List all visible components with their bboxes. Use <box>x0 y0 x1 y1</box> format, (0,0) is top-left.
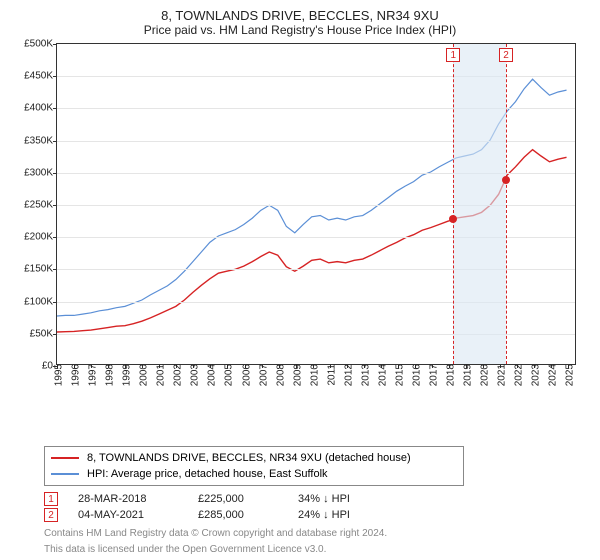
y-axis-label: £200K <box>15 232 57 243</box>
chart-title: 8, TOWNLANDS DRIVE, BECCLES, NR34 9XU <box>10 8 590 23</box>
x-axis-label: 2006 <box>237 364 252 386</box>
sale-vline <box>453 44 454 364</box>
x-axis-label: 1995 <box>50 364 65 386</box>
x-axis-label: 2005 <box>220 364 235 386</box>
x-axis-label: 2008 <box>271 364 286 386</box>
legend-swatch <box>51 473 79 475</box>
x-axis-label: 2012 <box>339 364 354 386</box>
y-axis-label: £50K <box>15 328 57 339</box>
legend-label: HPI: Average price, detached house, East… <box>87 466 328 482</box>
chart-area: £0£50K£100K£150K£200K£250K£300K£350K£400… <box>10 43 590 440</box>
x-axis-label: 2016 <box>408 364 423 386</box>
x-axis-label: 2024 <box>544 364 559 386</box>
x-axis-label: 2018 <box>442 364 457 386</box>
x-axis-label: 2015 <box>390 364 405 386</box>
sale-row: 2 04-MAY-2021 £285,000 24% ↓ HPI <box>44 508 590 522</box>
x-axis-label: 2019 <box>459 364 474 386</box>
x-axis-label: 1999 <box>118 364 133 386</box>
chart-subtitle: Price paid vs. HM Land Registry's House … <box>10 23 590 37</box>
legend: 8, TOWNLANDS DRIVE, BECCLES, NR34 9XU (d… <box>44 446 464 486</box>
x-axis-label: 2023 <box>527 364 542 386</box>
sale-pct: 34% ↓ HPI <box>298 493 388 505</box>
sale-row-marker: 2 <box>44 508 58 522</box>
y-axis-label: £250K <box>15 200 57 211</box>
x-axis-label: 2004 <box>203 364 218 386</box>
sale-date: 04-MAY-2021 <box>78 509 178 521</box>
x-axis-label: 1998 <box>101 364 116 386</box>
plot-region: £0£50K£100K£150K£200K£250K£300K£350K£400… <box>56 43 576 365</box>
x-axis-label: 2014 <box>373 364 388 386</box>
x-axis-label: 1996 <box>67 364 82 386</box>
x-axis-label: 2021 <box>493 364 508 386</box>
x-axis-label: 2025 <box>561 364 576 386</box>
y-axis-label: £300K <box>15 167 57 178</box>
y-axis-label: £400K <box>15 103 57 114</box>
sale-price: £285,000 <box>198 509 278 521</box>
sale-label-marker: 1 <box>446 48 460 62</box>
sale-vline <box>506 44 507 364</box>
x-axis-label: 2001 <box>152 364 167 386</box>
y-axis-label: £150K <box>15 264 57 275</box>
x-axis-label: 2010 <box>305 364 320 386</box>
y-axis-label: £450K <box>15 71 57 82</box>
sale-row-marker: 1 <box>44 492 58 506</box>
legend-entry: HPI: Average price, detached house, East… <box>51 466 457 482</box>
credit-line-1: Contains HM Land Registry data © Crown c… <box>44 528 590 540</box>
sale-date: 28-MAR-2018 <box>78 493 178 505</box>
x-axis-label: 2013 <box>356 364 371 386</box>
y-axis-label: £100K <box>15 296 57 307</box>
sale-row: 1 28-MAR-2018 £225,000 34% ↓ HPI <box>44 492 590 506</box>
sale-label-marker: 2 <box>499 48 513 62</box>
sale-price: £225,000 <box>198 493 278 505</box>
x-axis-label: 2017 <box>425 364 440 386</box>
y-axis-label: £500K <box>15 39 57 50</box>
sale-dot <box>449 215 457 223</box>
sale-rows: 1 28-MAR-2018 £225,000 34% ↓ HPI 2 04-MAY-202… <box>10 490 590 524</box>
x-axis-label: 2009 <box>288 364 303 386</box>
y-axis-label: £350K <box>15 135 57 146</box>
x-axis-label: 2002 <box>169 364 184 386</box>
legend-entry: 8, TOWNLANDS DRIVE, BECCLES, NR34 9XU (d… <box>51 450 457 466</box>
x-axis-label: 1997 <box>84 364 99 386</box>
sale-pct: 24% ↓ HPI <box>298 509 388 521</box>
x-axis-label: 2000 <box>135 364 150 386</box>
chart-container: 8, TOWNLANDS DRIVE, BECCLES, NR34 9XU Pr… <box>0 0 600 560</box>
x-axis-label: 2011 <box>322 364 337 386</box>
legend-label: 8, TOWNLANDS DRIVE, BECCLES, NR34 9XU (d… <box>87 450 411 466</box>
x-axis-label: 2022 <box>510 364 525 386</box>
x-axis-label: 2020 <box>476 364 491 386</box>
credit-line-2: This data is licensed under the Open Gov… <box>44 544 590 556</box>
legend-swatch <box>51 457 79 459</box>
x-axis-label: 2003 <box>186 364 201 386</box>
sale-dot <box>502 176 510 184</box>
x-axis-label: 2007 <box>254 364 269 386</box>
sale-band <box>453 44 506 364</box>
